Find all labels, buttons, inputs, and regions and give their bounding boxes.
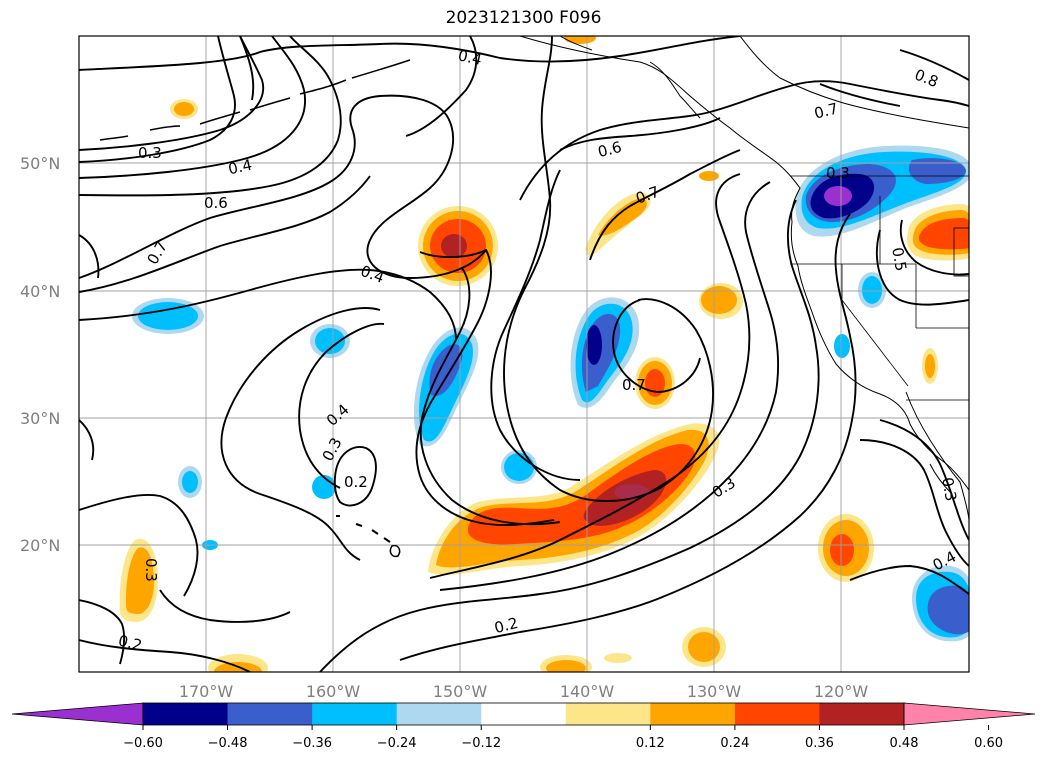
contour-label: 0.5 (888, 246, 910, 273)
colorbar-cell (819, 703, 905, 725)
coastlines (99, 36, 969, 558)
latitude-labels: 50°N 40°N 30°N 20°N (20, 154, 60, 555)
colorbar-cell (396, 703, 482, 725)
contour-label: 0.3 (138, 144, 162, 162)
contour-label: 0.2 (492, 614, 520, 637)
shaded-anomalies (119, 36, 969, 672)
contour-label: 0.2 (344, 473, 368, 491)
colorbar-tick-label: 0.36 (805, 736, 834, 751)
colorbar-cell (143, 703, 229, 725)
colorbar-cell (312, 703, 398, 725)
colorbar: −0.60 −0.48 −0.36 −0.24 −0.12 0.12 0.24 0.36 0.4… (11, 702, 1036, 751)
contour-label: 0.4 (456, 46, 483, 69)
positive-anomaly-150w (418, 206, 498, 286)
lon-label: 140°W (560, 682, 615, 701)
colorbar-cell (565, 703, 651, 725)
positive-anomaly-139w (585, 171, 743, 409)
negative-anomaly-pnw (795, 145, 969, 358)
positive-anomaly-subtropical (428, 423, 720, 575)
contour-label: 0.3 (938, 476, 960, 503)
negative-anomaly-152w (413, 327, 479, 447)
colorbar-tick-label: −0.24 (377, 736, 417, 751)
map-title: 2023121300 F096 (445, 8, 602, 28)
contour-label: 0.3 (142, 558, 160, 582)
lat-label: 40°N (20, 282, 60, 301)
map-panel (79, 36, 969, 672)
colorbar-tick-label: 0.12 (636, 736, 665, 751)
lat-label: 20°N (20, 536, 60, 555)
lon-label: 160°W (306, 682, 361, 701)
negative-anomaly-west (132, 298, 537, 550)
contour-label: 0.7 (622, 376, 646, 394)
contour-label-group: 0.4 0.3 0.4 0.6 0.7 0.4 0.6 0.7 0.7 0.8 … (116, 46, 960, 654)
positive-anomaly-interior-west (907, 204, 969, 261)
contour-label: 0.6 (204, 194, 228, 212)
colorbar-tick-label: 0.48 (890, 736, 919, 751)
colorbar-extend-high (903, 702, 1036, 726)
contour-label: 0.3 (826, 164, 850, 182)
colorbar-tick-label: −0.48 (208, 736, 248, 751)
colorbar-cell (481, 703, 567, 725)
negative-anomaly-140w (570, 297, 640, 408)
colorbar-extend-low (11, 702, 144, 726)
contour-label: 0.6 (596, 138, 624, 161)
colorbar-cell (734, 703, 820, 725)
longitude-labels: 170°W 160°W 150°W 140°W 130°W 120°W (179, 682, 869, 701)
lon-label: 150°W (433, 682, 488, 701)
lon-label: 170°W (179, 682, 234, 701)
contour-label: 0.4 (227, 156, 254, 179)
positive-anomaly-120w (818, 348, 938, 582)
contour-lines (79, 36, 969, 672)
colorbar-tick-label: −0.60 (123, 736, 163, 751)
lat-label: 30°N (20, 409, 60, 428)
lon-label: 130°W (687, 682, 742, 701)
colorbar-cell (650, 703, 736, 725)
colorbar-cell (227, 703, 313, 725)
lat-label: 50°N (20, 154, 60, 173)
contour-label: 0.7 (812, 99, 840, 122)
colorbar-tick-label: 0.60 (974, 736, 1003, 751)
lon-label: 120°W (814, 682, 869, 701)
colorbar-frame (142, 702, 905, 726)
colorbar-tick-label: −0.12 (461, 736, 501, 751)
contour-label: 0.2 (116, 631, 144, 654)
colorbar-tick-label: 0.24 (720, 736, 749, 751)
political-borders (790, 175, 969, 401)
colorbar-tick-label: −0.36 (292, 736, 332, 751)
map-frame (78, 35, 970, 673)
